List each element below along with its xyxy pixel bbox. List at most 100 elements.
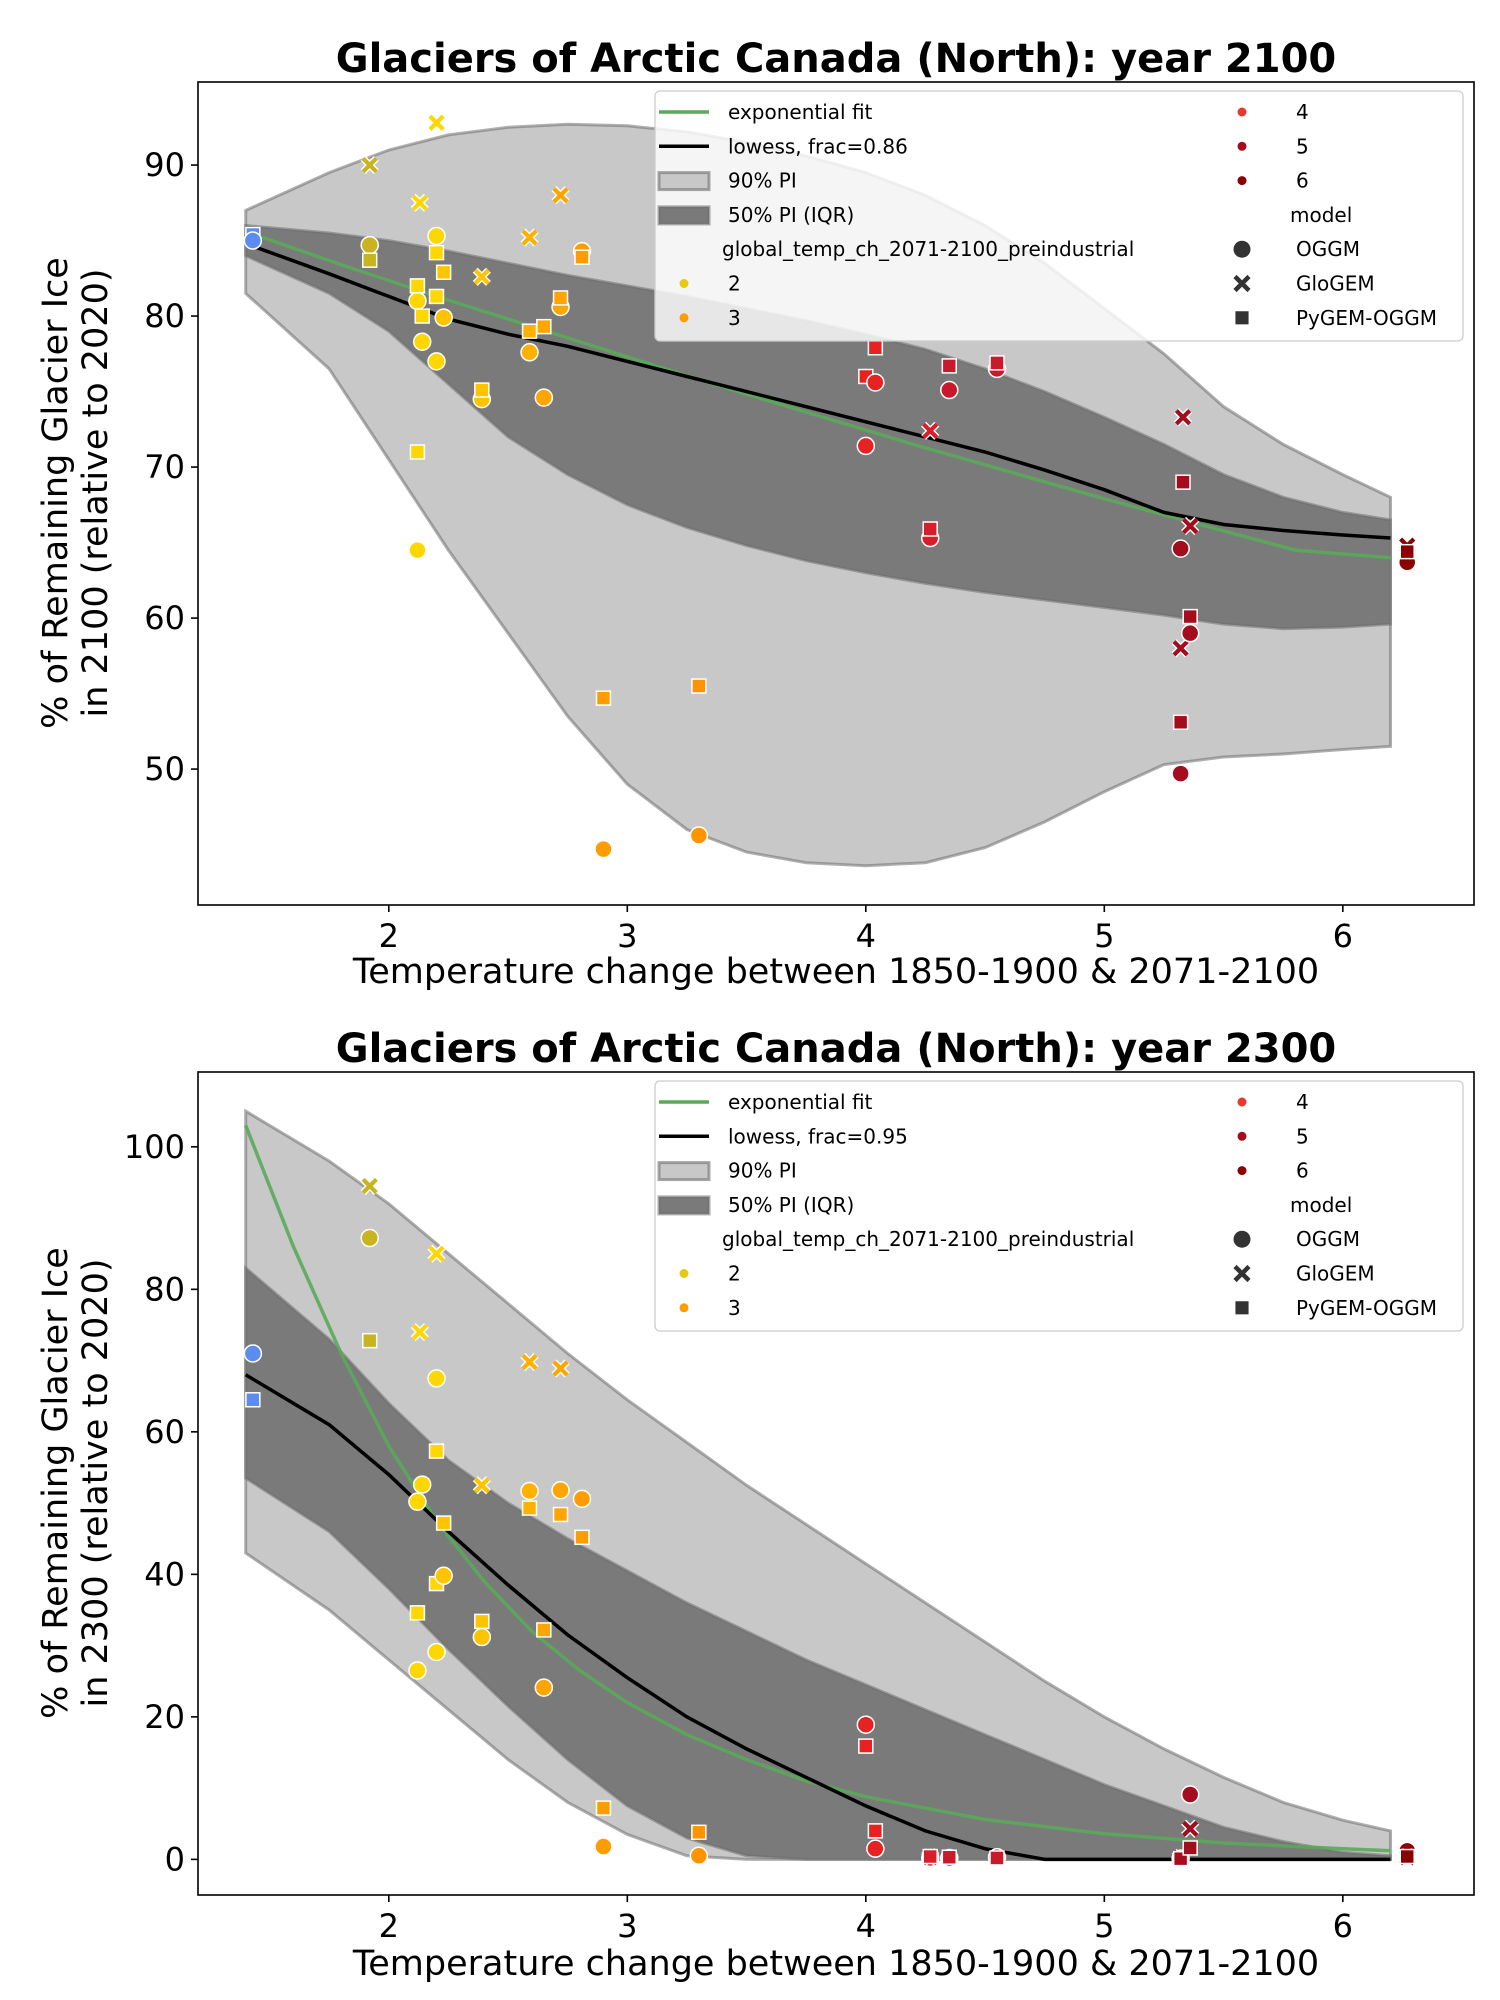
legend-handle-dot [679,313,689,323]
legend-entry-label: OGGM [1296,1227,1360,1251]
marker-stroke [1174,409,1192,426]
legend-box [654,90,1464,342]
data-point [412,1475,432,1494]
legend-handle-dot [1237,1097,1247,1107]
y-tick-label: 60 [144,1413,185,1451]
legend-handle-marker [1235,311,1249,325]
marker-stroke [1182,1820,1199,1837]
marker-stroke [521,1353,538,1371]
plot-frame [197,1071,1475,1896]
data-point [409,278,426,294]
marker-stroke [922,422,939,439]
data-point [428,288,445,305]
y-axis-label-line: in 2300 (relative to 2020) [76,1258,116,1707]
legend-handle-marker [1233,1230,1251,1248]
marker-stroke [361,1177,378,1195]
x-axis-label: Temperature change between 1850-1900 & 2… [352,1944,1319,1984]
legend-handle-dot [1237,176,1247,186]
data-point [866,373,885,392]
plot-area [243,1108,1417,1868]
data-point [534,1678,554,1697]
data-point [412,332,432,351]
data-point [534,388,554,407]
legend-entry-label: global_temp_ch_2071-2100_preindustrial [722,1227,1134,1251]
marker-stroke [552,1360,569,1377]
marker-stroke [473,268,490,285]
data-point [552,290,569,306]
legend-handle-dot [1237,1166,1247,1176]
data-point [574,1529,590,1546]
legend-entry-label: 90% PI [728,169,797,193]
data-point [574,249,590,265]
marker-stroke [361,156,378,174]
y-axis-label: % of Remaining Glacier Icein 2100 (relat… [36,257,116,729]
chart-title: Glaciers of Arctic Canada (North): year … [336,1026,1337,1072]
x-tick-label: 3 [617,1907,637,1945]
x-tick-label: 4 [856,1907,876,1945]
marker-stroke [1172,640,1189,657]
data-point [408,540,427,560]
legend-handle-patch [657,205,711,226]
data-point [867,1823,884,1839]
y-tick-label: 90 [144,146,185,184]
x-tick-label: 2 [379,917,399,955]
data-point [551,1481,570,1500]
legend-entry-label: OGGM [1296,237,1360,261]
y-axis-label-line: % of Remaining Glacier Ice [36,1247,76,1719]
data-point [551,186,570,205]
legend-handle-marker [1233,240,1251,258]
data-point [520,343,539,362]
legend-entry-label: 5 [1296,1124,1309,1148]
legend-handle-dot [679,1303,689,1313]
data-point [691,678,707,694]
legend-entry-label: 90% PI [728,1159,797,1183]
legend-entry-label: GloGEM [1296,1262,1375,1286]
legend-entry-label: global_temp_ch_2071-2100_preindustrial [722,237,1134,261]
data-point [536,1622,552,1638]
marker-stroke [428,1245,445,1262]
legend-entry-label: model [1290,1193,1352,1217]
data-point [572,1489,592,1509]
y-axis-label-line: % of Remaining Glacier Ice [36,257,76,729]
legend-entry-label: lowess, frac=0.95 [728,1124,908,1148]
x-axis-label: Temperature change between 1850-1900 & 2… [352,952,1319,992]
data-point [360,155,379,175]
legend-handle-patch [657,1195,711,1216]
data-point [521,1500,538,1516]
data-point [1181,1819,1200,1838]
data-point [410,1322,429,1342]
data-point [989,1850,1005,1866]
legend-handle-dot [1237,1131,1247,1141]
data-point [689,826,709,845]
data-point [427,226,446,246]
y-tick-label: 0 [165,1840,185,1878]
data-point [1399,543,1415,560]
marker-stroke [411,1323,428,1341]
marker-stroke [552,187,569,204]
data-point [691,1824,707,1841]
legend-entry-label: model [1290,203,1352,227]
legend-entry-label: 2 [728,1262,741,1286]
data-point [435,1515,452,1531]
data-point [472,1627,492,1647]
y-axis-label: % of Remaining Glacier Icein 2300 (relat… [36,1247,116,1719]
plot-frame [197,81,1475,906]
data-point [858,1738,874,1754]
data-point [362,1332,378,1349]
y-tick-label: 40 [144,1555,185,1593]
data-point [989,355,1005,371]
data-point [408,291,427,311]
data-point [427,1369,446,1388]
data-point [427,113,446,132]
legend-entry-label: 3 [728,306,741,330]
y-tick-label: 80 [144,297,185,335]
legend-entry-label: 4 [1296,1090,1309,1114]
data-point [1171,539,1190,558]
data-point [867,340,884,356]
legend-entry-label: PyGEM-OGGM [1296,1296,1437,1320]
data-point [521,323,538,339]
y-tick-label: 20 [144,1698,185,1736]
data-point [520,228,539,247]
data-point [474,382,490,398]
